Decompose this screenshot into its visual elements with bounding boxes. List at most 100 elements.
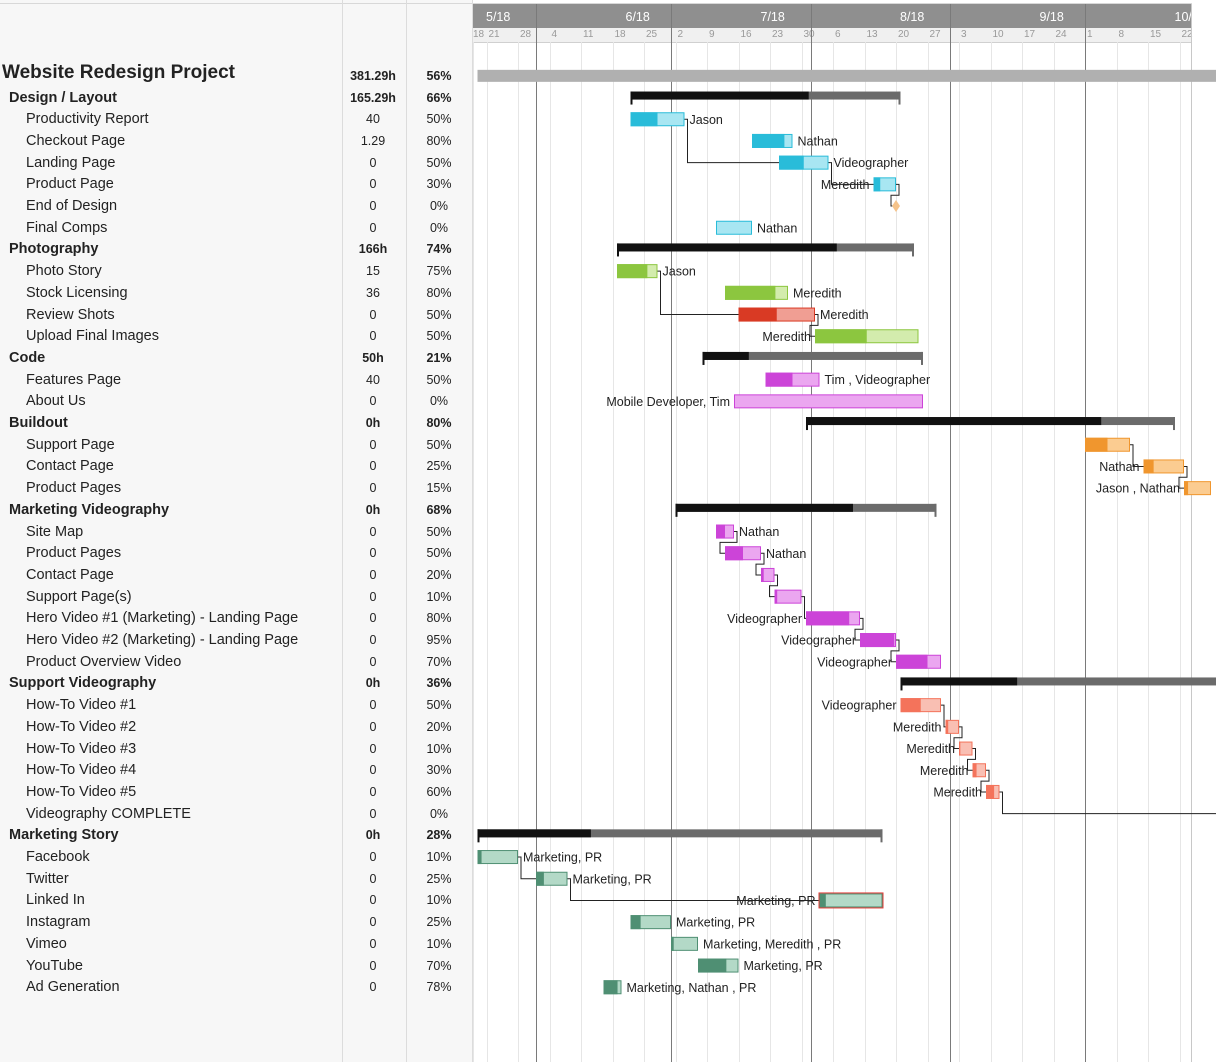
row-name: Productivity Report (26, 111, 149, 128)
task-row[interactable]: Landing Page 0 50% (0, 152, 472, 174)
task-row[interactable]: How-To Video #3 0 10% (0, 738, 472, 760)
row-percent: 10% (426, 850, 452, 865)
dependency-line (518, 856, 536, 880)
group-row[interactable]: Marketing Story 0h 28% (0, 824, 472, 846)
task-bar (819, 893, 883, 908)
row-hours: 0 (369, 459, 377, 474)
row-hours: 15 (366, 264, 380, 279)
row-name: Hero Video #1 (Marketing) - Landing Page (26, 610, 299, 627)
task-progress-bar (1184, 481, 1189, 496)
task-row[interactable]: End of Design 0 0% (0, 195, 472, 217)
week-band: 18 21 28 4 11 18 25 2 9 16 23 30 6 13 20 27 3 10 17 24 1 8 15 2… (473, 28, 1193, 43)
dependency-line (684, 118, 779, 164)
task-row[interactable]: Checkout Page 1.29 80% (0, 130, 472, 152)
resource-label: Videographer (781, 634, 856, 648)
month-label: 5/18 (486, 10, 511, 24)
row-name: Photography (9, 241, 99, 258)
task-bar (671, 936, 698, 951)
row-name: Instagram (26, 914, 91, 931)
task-row[interactable]: Instagram 0 25% (0, 911, 472, 933)
week-label: 25 (646, 29, 658, 40)
task-row[interactable]: Hero Video #1 (Marketing) - Landing Page… (0, 607, 472, 629)
row-name: Buildout (9, 415, 68, 432)
task-row[interactable]: YouTube 0 70% (0, 955, 472, 977)
task-row[interactable]: How-To Video #2 0 20% (0, 716, 472, 738)
resource-label: Meredith (906, 742, 955, 756)
task-row[interactable]: Facebook 0 10% (0, 846, 472, 868)
task-row[interactable]: Vimeo 0 10% (0, 933, 472, 955)
top-border (0, 3, 1192, 4)
dependency-line (953, 726, 963, 750)
task-row[interactable]: Site Map 0 50% (0, 521, 472, 543)
task-row[interactable]: Support Page(s) 0 10% (0, 586, 472, 608)
task-row[interactable]: About Us 0 0% (0, 390, 472, 412)
row-percent: 74% (426, 242, 452, 257)
week-label: 3 (961, 29, 967, 40)
task-row[interactable]: Product Pages 0 15% (0, 477, 472, 499)
row-hours: 0 (369, 437, 377, 452)
group-summary-bar (477, 829, 883, 838)
row-percent: 28% (426, 828, 452, 843)
row-percent: 50% (426, 546, 452, 561)
task-row[interactable]: How-To Video #1 0 50% (0, 694, 472, 716)
task-row[interactable]: Product Overview Video 0 70% (0, 651, 472, 673)
group-row[interactable]: Marketing Videography 0h 68% (0, 499, 472, 521)
task-row[interactable]: Photo Story 15 75% (0, 260, 472, 282)
task-row[interactable]: Stock Licensing 36 80% (0, 282, 472, 304)
row-percent: 50% (426, 112, 452, 127)
group-bracket-start (675, 503, 678, 517)
row-hours: 0 (369, 177, 377, 192)
row-hours: 165.29h (350, 90, 396, 105)
resource-label: Videographer (727, 612, 802, 626)
month-band: 5/18 6/18 7/18 8/18 9/18 10/18 (473, 4, 1206, 28)
row-name: Site Map (26, 523, 84, 540)
group-bracket-start (477, 829, 480, 843)
project-summary-bar (477, 69, 1216, 82)
row-percent: 10% (426, 741, 452, 756)
task-row[interactable]: Support Page 0 50% (0, 434, 472, 456)
row-name: How-To Video #2 (26, 718, 137, 735)
task-row[interactable]: Hero Video #2 (Marketing) - Landing Page… (0, 629, 472, 651)
task-progress-bar (752, 133, 785, 148)
row-hours: 0 (369, 155, 377, 170)
task-row[interactable]: Twitter 0 25% (0, 868, 472, 890)
task-row[interactable]: Videography COMPLETE 0 0% (0, 803, 472, 825)
project-row[interactable]: Website Redesign Project 381.29h 56% (0, 62, 472, 87)
row-percent: 0% (429, 220, 449, 235)
group-row[interactable]: Photography 166h 74% (0, 238, 472, 260)
group-row[interactable]: Code 50h 21% (0, 347, 472, 369)
group-progress-bar (702, 351, 749, 360)
task-row[interactable]: Productivity Report 40 50% (0, 108, 472, 130)
week-label: 20 (898, 29, 910, 40)
task-row[interactable]: Contact Page 0 20% (0, 564, 472, 586)
task-row[interactable]: Ad Generation 0 78% (0, 976, 472, 998)
critical-path-outline (818, 892, 884, 909)
row-name: How-To Video #5 (26, 783, 137, 800)
group-row[interactable]: Buildout 0h 80% (0, 412, 472, 434)
task-row[interactable]: Review Shots 0 50% (0, 304, 472, 326)
task-row[interactable]: Upload Final Images 0 50% (0, 325, 472, 347)
row-percent: 80% (426, 416, 452, 431)
resource-label: Videographer (834, 156, 909, 170)
task-row[interactable]: Features Page 40 50% (0, 369, 472, 391)
task-row[interactable]: Product Page 0 30% (0, 173, 472, 195)
row-name: Facebook (26, 849, 90, 866)
row-name: Support Page(s) (26, 588, 132, 605)
resource-label: Meredith (820, 308, 869, 322)
week-label: 10 (992, 29, 1004, 40)
task-row[interactable]: Contact Page 0 25% (0, 455, 472, 477)
group-bracket-start (702, 351, 705, 365)
task-progress-bar (779, 155, 804, 170)
row-name: Marketing Videography (9, 501, 170, 518)
row-name: Code (9, 349, 46, 366)
group-row[interactable]: Support Videography 0h 36% (0, 672, 472, 694)
task-row[interactable]: Product Pages 0 50% (0, 542, 472, 564)
task-row[interactable]: How-To Video #4 0 30% (0, 759, 472, 781)
row-percent: 80% (426, 611, 452, 626)
group-row[interactable]: Design / Layout 165.29h 66% (0, 87, 472, 109)
task-row[interactable]: Final Comps 0 0% (0, 217, 472, 239)
resource-label: Meredith (933, 785, 982, 799)
task-row[interactable]: How-To Video #5 0 60% (0, 781, 472, 803)
week-label: 8 (1118, 29, 1125, 40)
task-row[interactable]: Linked In 0 10% (0, 889, 472, 911)
